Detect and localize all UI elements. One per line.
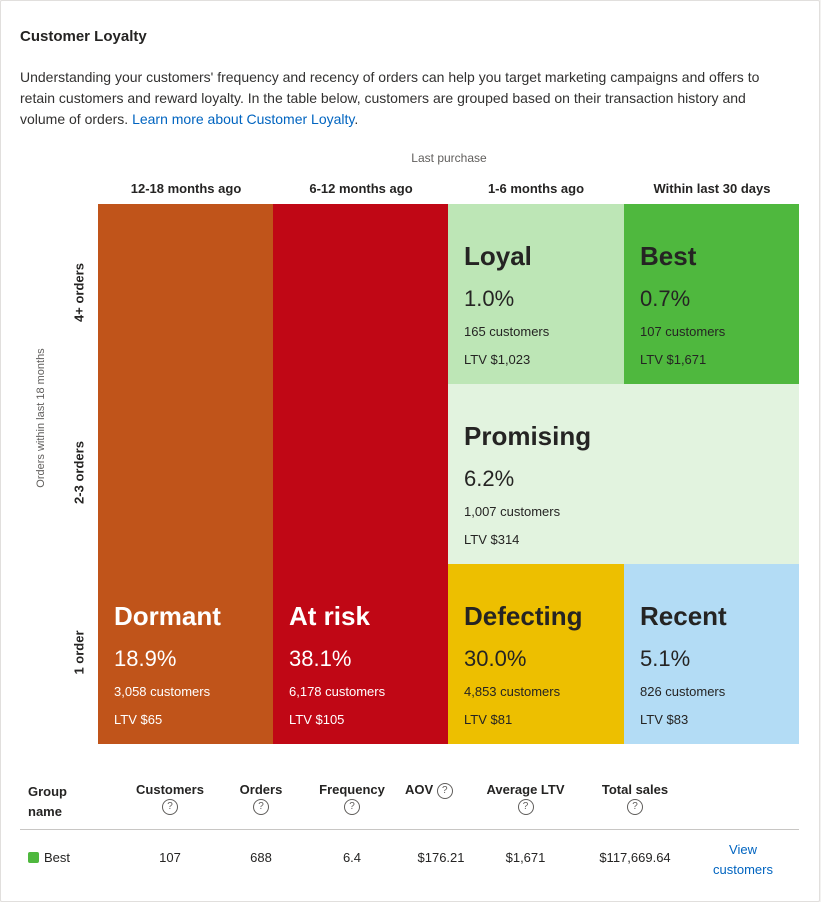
segment-ltv: LTV $65 — [114, 712, 163, 727]
help-icon[interactable]: ? — [436, 782, 453, 799]
segment-percent: 30.0% — [464, 646, 527, 671]
segment-loyal[interactable]: Loyal 1.0% 165 customers LTV $1,023 — [448, 204, 624, 384]
segment-customers: 826 customers — [640, 684, 726, 699]
segment-customers: 165 customers — [464, 324, 550, 339]
description-text: Understanding your customers' frequency … — [20, 69, 760, 127]
header-customers: Customers ? — [130, 782, 210, 815]
table-divider — [20, 829, 799, 830]
segment-ltv: LTV $314 — [464, 532, 520, 547]
segment-customers: 4,853 customers — [464, 684, 561, 699]
header-orders: Orders ? — [226, 782, 296, 815]
column-header-1-6-months: 1-6 months ago — [487, 181, 585, 196]
header-aov-label: AOV — [405, 782, 434, 797]
segment-name: Best — [640, 241, 697, 271]
segment-ltv: LTV $81 — [464, 712, 513, 727]
segment-best[interactable]: Best 0.7% 107 customers LTV $1,671 — [624, 204, 799, 384]
header-frequency-label: Frequency — [319, 782, 385, 797]
card-title: Customer Loyalty — [20, 28, 147, 45]
segment-defecting[interactable]: Defecting 30.0% 4,853 customers LTV $81 — [448, 564, 624, 744]
header-total-sales: Total sales ? — [590, 782, 680, 815]
segment-percent: 0.7% — [640, 286, 691, 311]
help-icon[interactable]: ? — [517, 799, 534, 815]
segment-name: Promising — [464, 421, 592, 451]
group-name: Best — [44, 850, 71, 865]
segment-ltv: LTV $1,023 — [464, 352, 531, 367]
segment-ltv: LTV $105 — [289, 712, 345, 727]
segment-ltv: LTV $83 — [640, 712, 689, 727]
cell-orders: 688 — [250, 850, 272, 865]
column-header-12-18-months: 12-18 months ago — [130, 181, 242, 196]
column-header-last-30-days: Within last 30 days — [653, 181, 771, 196]
row-header-4-plus-orders: 4+ orders — [71, 263, 87, 322]
header-group-name: Group name — [28, 784, 67, 819]
x-axis-title: Last purchase — [411, 151, 487, 165]
row-header-1-order: 1 order — [71, 630, 87, 675]
y-axis-title: Orders within last 18 months — [35, 348, 47, 488]
header-average-ltv: Average LTV ? — [478, 782, 573, 815]
header-aov: AOV ? — [405, 782, 465, 799]
segment-customers: 107 customers — [640, 324, 726, 339]
segment-percent: 6.2% — [464, 466, 515, 491]
segment-dormant[interactable]: Dormant 18.9% 3,058 customers LTV $65 — [98, 204, 273, 744]
help-icon[interactable]: ? — [627, 799, 643, 815]
header-average-ltv-label: Average LTV — [486, 782, 565, 797]
header-orders-label: Orders — [239, 782, 283, 797]
segment-percent: 5.1% — [640, 646, 691, 671]
segment-percent: 1.0% — [464, 286, 515, 311]
help-icon[interactable]: ? — [253, 799, 269, 815]
learn-more-link[interactable]: Learn more about Customer Loyalty — [132, 111, 355, 127]
cell-group: Best — [28, 850, 70, 865]
view-customers-link[interactable]: View customers — [713, 842, 773, 877]
segment-name: Recent — [640, 601, 727, 631]
header-customers-label: Customers — [136, 782, 204, 797]
help-icon[interactable]: ? — [162, 799, 178, 815]
segment-percent: 38.1% — [289, 646, 352, 671]
segment-customers: 3,058 customers — [114, 684, 211, 699]
segment-promising[interactable]: Promising 6.2% 1,007 customers LTV $314 — [448, 384, 799, 564]
segment-name: Loyal — [464, 241, 532, 271]
segment-percent: 18.9% — [114, 646, 177, 671]
group-color-swatch — [28, 852, 39, 863]
cell-customers: 107 — [159, 850, 181, 865]
segment-at-risk[interactable]: At risk 38.1% 6,178 customers LTV $105 — [273, 204, 448, 744]
segment-ltv: LTV $1,671 — [640, 352, 707, 367]
row-header-2-3-orders: 2-3 orders — [71, 441, 87, 504]
card-description: Understanding your customers' frequency … — [20, 69, 760, 127]
segment-name: Defecting — [464, 601, 583, 631]
cell-frequency: 6.4 — [342, 850, 362, 865]
cell-total-sales: $117,669.64 — [599, 850, 671, 865]
segment-customers: 1,007 customers — [464, 504, 561, 519]
segment-customers: 6,178 customers — [289, 684, 386, 699]
segment-name: At risk — [289, 601, 370, 631]
column-header-6-12-months: 6-12 months ago — [309, 181, 413, 196]
cell-aov: $176.21 — [417, 850, 465, 865]
segment-name: Dormant — [114, 601, 221, 631]
header-total-sales-label: Total sales — [601, 782, 669, 797]
segment-recent[interactable]: Recent 5.1% 826 customers LTV $83 — [624, 564, 799, 744]
help-icon[interactable]: ? — [344, 799, 360, 815]
cell-average-ltv: $1,671 — [505, 850, 546, 865]
header-frequency: Frequency ? — [312, 782, 392, 815]
